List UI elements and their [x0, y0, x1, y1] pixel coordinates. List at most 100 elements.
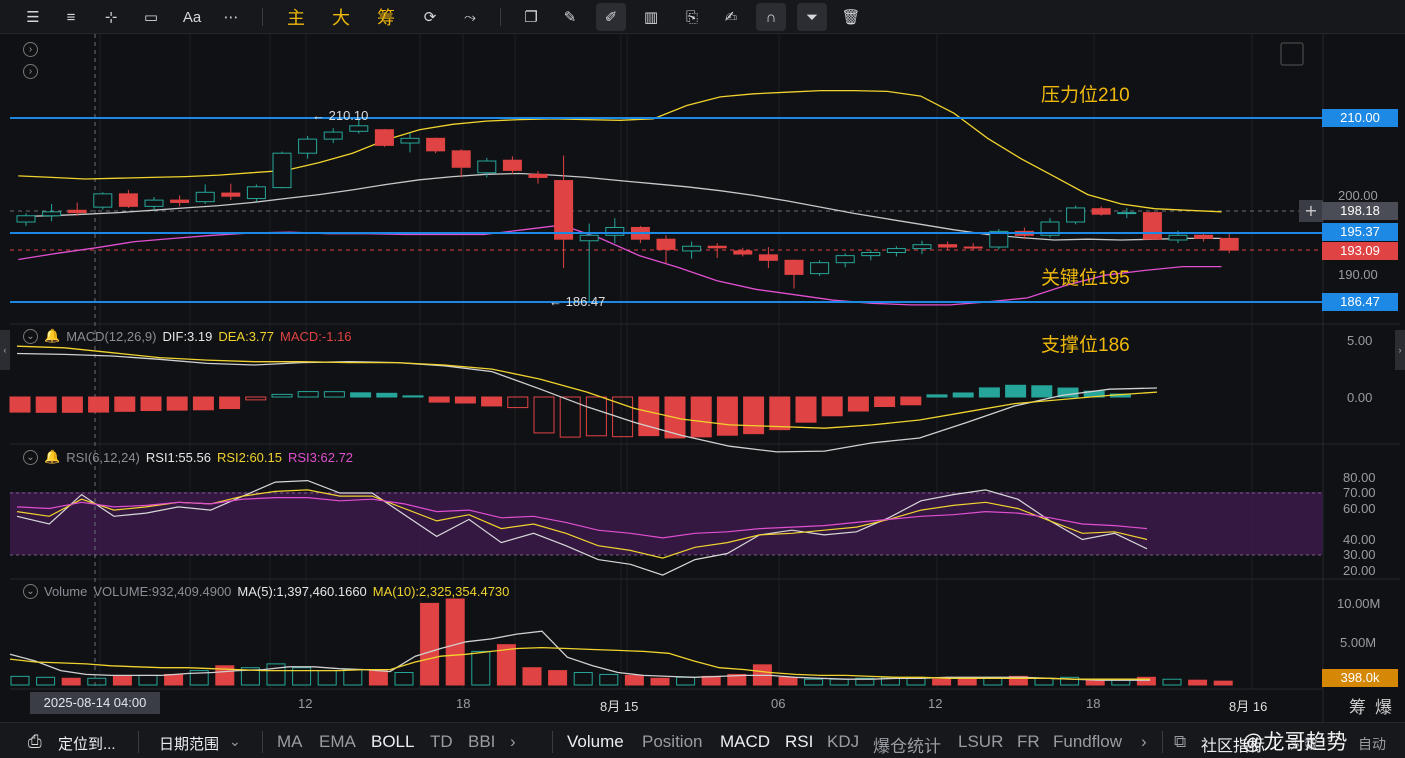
- indicator-rsi[interactable]: RSI: [785, 732, 814, 751]
- macd-histogram-bar: [690, 396, 712, 438]
- community-indicators-button[interactable]: 社区指标: [1201, 738, 1266, 755]
- macd-histogram-bar: [61, 396, 83, 413]
- more-icon[interactable]: ⋯: [223, 9, 239, 26]
- volume-bar: [1162, 678, 1182, 686]
- volume-bar: [292, 667, 312, 686]
- auto-scale-toggle[interactable]: 自动: [1358, 736, 1386, 752]
- indicator-fundflow[interactable]: Fundflow: [1053, 732, 1122, 751]
- crosshair-line-icon[interactable]: ⊹: [104, 9, 118, 26]
- candle-body: [1219, 237, 1239, 251]
- indicator-lsur[interactable]: LSUR: [958, 732, 1004, 751]
- time-label: 8月 15: [600, 699, 639, 714]
- candle-body: [579, 234, 599, 242]
- chevron-down-icon[interactable]: ⌄: [229, 733, 241, 749]
- key-level-annotation[interactable]: 关键位195: [1041, 268, 1130, 289]
- right-collapse-icon[interactable]: ›: [1395, 330, 1405, 370]
- main-indicator-button[interactable]: 主: [287, 8, 305, 28]
- locate-icon[interactable]: ⎙: [28, 732, 42, 751]
- indicator-liquidation[interactable]: 爆仓统计: [873, 737, 941, 756]
- indicator-boll[interactable]: BOLL: [371, 732, 415, 751]
- magnet-icon[interactable]: ∩: [756, 3, 786, 31]
- big-order-button[interactable]: 大: [332, 8, 350, 28]
- compare-icon[interactable]: ⤳: [463, 8, 476, 26]
- expand-panel-icon[interactable]: ›: [23, 42, 38, 57]
- clipboard-icon[interactable]: ⎘: [685, 8, 698, 26]
- edit-icon[interactable]: ⧉: [1174, 732, 1187, 751]
- note-edit-icon[interactable]: ✍: [724, 9, 738, 26]
- indicator-volume[interactable]: Volume: [567, 732, 624, 751]
- trash-icon[interactable]: 🗑: [841, 9, 861, 26]
- macd-histogram-bar: [376, 392, 398, 398]
- copy-icon[interactable]: ❐: [524, 9, 538, 26]
- indicator-position[interactable]: Position: [642, 732, 703, 751]
- volume-bar: [548, 670, 568, 686]
- collapse-icon[interactable]: ⌄: [23, 328, 38, 344]
- candle-icon[interactable]: ▥: [643, 9, 659, 26]
- collapse-icon[interactable]: ⌄: [23, 449, 38, 465]
- indicator-fr[interactable]: FR: [1017, 732, 1040, 751]
- candle-body: [16, 215, 36, 223]
- volume-bar: [240, 667, 260, 686]
- support-price-tag[interactable]: 186.47: [1322, 293, 1398, 311]
- key-price-tag[interactable]: 195.37: [1322, 223, 1398, 241]
- text-size-button[interactable]: Aa: [182, 8, 202, 26]
- candle-body: [298, 138, 318, 154]
- filter-icon[interactable]: ⏷: [797, 3, 827, 31]
- ruler-icon[interactable]: ✎: [563, 9, 577, 26]
- settings-sliders-icon[interactable]: ☰: [26, 9, 40, 26]
- support-annotation[interactable]: 支撑位186: [1041, 335, 1130, 356]
- volume-bar: [266, 663, 286, 686]
- macd-histogram-bar: [585, 396, 607, 437]
- candle-body: [246, 186, 266, 200]
- macd-histogram-bar: [481, 396, 503, 407]
- brush-icon[interactable]: ✐: [596, 3, 626, 31]
- chart-canvas[interactable]: +: [0, 34, 1405, 722]
- add-alert-icon[interactable]: [1299, 200, 1323, 222]
- indicator-ema[interactable]: EMA: [319, 732, 356, 751]
- volume-pane: [9, 598, 1233, 686]
- chip-button[interactable]: 筹: [1349, 698, 1366, 717]
- volume-bar: [829, 678, 849, 686]
- candle-body: [349, 125, 369, 132]
- volume-legend: ⌄ Volume VOLUME:932,409.4900 MA(5):1,397…: [23, 584, 509, 599]
- volume-bar: [471, 650, 491, 686]
- rectangle-icon[interactable]: ▭: [143, 9, 159, 26]
- liquidation-button[interactable]: 爆: [1375, 698, 1392, 717]
- indicator-kdj[interactable]: KDJ: [827, 732, 860, 751]
- bell-icon[interactable]: 🔔: [44, 328, 61, 343]
- volume-bar: [368, 670, 388, 686]
- resistance-annotation[interactable]: 压力位210: [1041, 85, 1130, 106]
- volume-ma10: MA(10):2,325,354.4730: [372, 584, 510, 599]
- candle-body: [1142, 212, 1162, 240]
- time-label: 18: [1086, 696, 1101, 711]
- chevron-right-icon[interactable]: ›: [1141, 732, 1147, 751]
- volume-value: VOLUME:932,409.4900: [93, 584, 232, 599]
- candle-body: [682, 245, 702, 252]
- volume-ma5: MA(5):1,397,460.1660: [237, 584, 367, 599]
- candle-body: [1066, 207, 1086, 223]
- log-scale-toggle[interactable]: 对数: [1290, 736, 1318, 752]
- indicator-macd[interactable]: MACD: [720, 732, 771, 751]
- bell-icon[interactable]: 🔔: [44, 449, 61, 464]
- crosshair-time-label: 2025-08-14 04:00: [30, 692, 160, 714]
- expand-panel-icon[interactable]: ›: [23, 64, 38, 79]
- chip-distribution-button[interactable]: 筹: [377, 8, 395, 28]
- locate-button[interactable]: 定位到...: [58, 736, 116, 753]
- refresh-draw-icon[interactable]: ⟳: [423, 9, 437, 26]
- left-collapse-icon[interactable]: ‹: [0, 330, 10, 370]
- indicator-td[interactable]: TD: [430, 732, 453, 751]
- fullscreen-icon[interactable]: [1280, 42, 1304, 66]
- indicator-ma[interactable]: MA: [277, 732, 303, 751]
- menu-icon[interactable]: ≡: [66, 8, 76, 26]
- volume-bar: [650, 677, 670, 686]
- chevron-right-icon[interactable]: ›: [510, 732, 516, 751]
- candle-body: [42, 211, 62, 217]
- macd-histogram-bar: [612, 396, 634, 438]
- volume-bar: [394, 672, 414, 686]
- resistance-price-tag[interactable]: 210.00: [1322, 109, 1398, 127]
- collapse-icon[interactable]: ⌄: [23, 584, 38, 599]
- indicator-bbi[interactable]: BBI: [468, 732, 496, 751]
- date-range-button[interactable]: 日期范围: [159, 736, 220, 753]
- macd-histogram-bar: [192, 396, 214, 411]
- candlesticks: [16, 117, 1239, 302]
